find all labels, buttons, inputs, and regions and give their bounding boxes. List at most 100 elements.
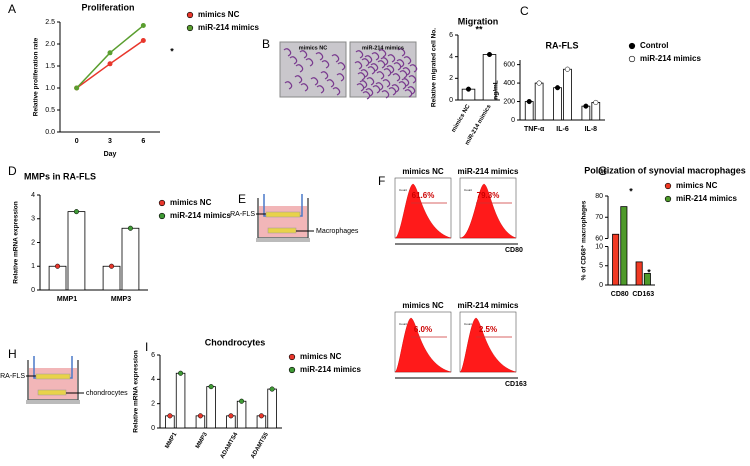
base [256,238,310,242]
cell [332,87,341,96]
y-tick-label: 600 [503,61,515,68]
count-label: Count [464,188,472,192]
legend-marker [664,195,672,203]
legend-marker [664,182,672,190]
bar-point [593,99,599,106]
bar-point [178,370,184,376]
y-tick-label: 0.5 [45,107,55,114]
bar [591,102,601,121]
chart-title: Polarization of synovial macrophages [584,165,746,175]
panel-label: B [262,37,270,51]
cell [315,52,324,61]
cell [361,58,370,67]
cell [402,67,411,76]
y-tick-label: 0 [449,97,453,104]
x-tick-label: CD80 [611,291,629,298]
y-tick-label: 60 [595,235,603,242]
gate-value: 2.5% [479,325,497,334]
y-tick-label: 1.0 [45,85,55,92]
y-tick-label: 0 [511,117,515,124]
cell [354,61,363,70]
gate-value: 79.3% [477,191,500,200]
panel-label: F [378,174,385,188]
cell [299,50,308,59]
gate-value: 6.0% [414,325,432,334]
bar [643,273,651,286]
y-tick-label: 0 [151,425,155,432]
bar [67,211,86,291]
y-tick-label: 2 [449,75,453,82]
cell [359,80,368,89]
point [107,50,113,56]
panel-label: G [598,164,607,178]
bar-point [167,413,173,419]
x-tick-label: MMP3 [195,431,209,450]
legend-marker [158,199,166,207]
flow-title: miR-214 mimics [458,167,519,176]
y-axis-label: Relative proliferation rate [33,37,40,116]
cell [375,82,384,91]
flow-title: mimics NC [402,301,444,310]
cell [366,77,375,86]
cell [337,62,346,71]
y-axis-label: Relative mRNA expression [13,201,20,284]
x-tick-label: IL-8 [585,126,598,133]
x-tick-label: 6 [141,138,145,145]
bar [206,386,216,429]
cell [284,81,293,90]
cell [289,56,298,65]
diagram-label: Macrophages [316,228,359,235]
cell [321,60,330,69]
legend-label: miR-214 mimics [300,365,361,374]
bar-point [197,413,203,419]
cell [407,86,416,95]
legend-marker [186,11,194,19]
x-tick-label: MMP1 [57,296,77,303]
panel-label: D [8,164,17,178]
histogram [394,317,452,373]
cell [382,79,391,88]
x-tick-label: CD163 [632,291,654,298]
legend-label: mimics NC [300,352,342,361]
cell [380,57,389,66]
diagram-label: RA-FLS [230,211,255,218]
legend-label: miR-214 mimics [170,211,231,220]
annotation: * [629,186,633,196]
count-label: Count [399,188,407,192]
cells-top [265,211,301,218]
bar-point [127,225,133,231]
diagram-label: RA-FLS [0,373,25,380]
panel-label: A [8,2,16,16]
y-axis-label: ng/mL [493,80,500,100]
flow-marker: CD163 [505,381,527,388]
bar [102,265,121,291]
cell [372,85,381,94]
cell [409,64,418,73]
x-tick-label: 0 [75,138,79,145]
y-axis-label: % of CD68⁺ macrophages [581,200,588,280]
x-tick-label: IL-6 [556,126,569,133]
cell [403,56,412,65]
legend-marker [288,366,296,374]
panel-label: I [145,340,148,354]
image-label: mimics NC [299,45,327,51]
cells-bottom [267,227,297,234]
panel-label: H [8,347,17,361]
flow-marker: CD80 [505,247,523,254]
cell [393,62,402,71]
legend-marker [158,212,166,220]
legend-label: mimics NC [198,10,240,19]
annotation: * [647,267,651,277]
cell [404,89,413,98]
legend-label: miR-214 mimics [676,194,737,203]
bar [563,68,572,121]
chart-title: Migration [458,16,499,26]
cell [357,72,366,81]
y-tick-label: 2 [31,239,35,246]
histogram [459,183,517,239]
y-tick-label: 6 [151,352,155,359]
histogram [394,183,452,239]
legend-marker [186,24,194,32]
cell [365,88,374,97]
